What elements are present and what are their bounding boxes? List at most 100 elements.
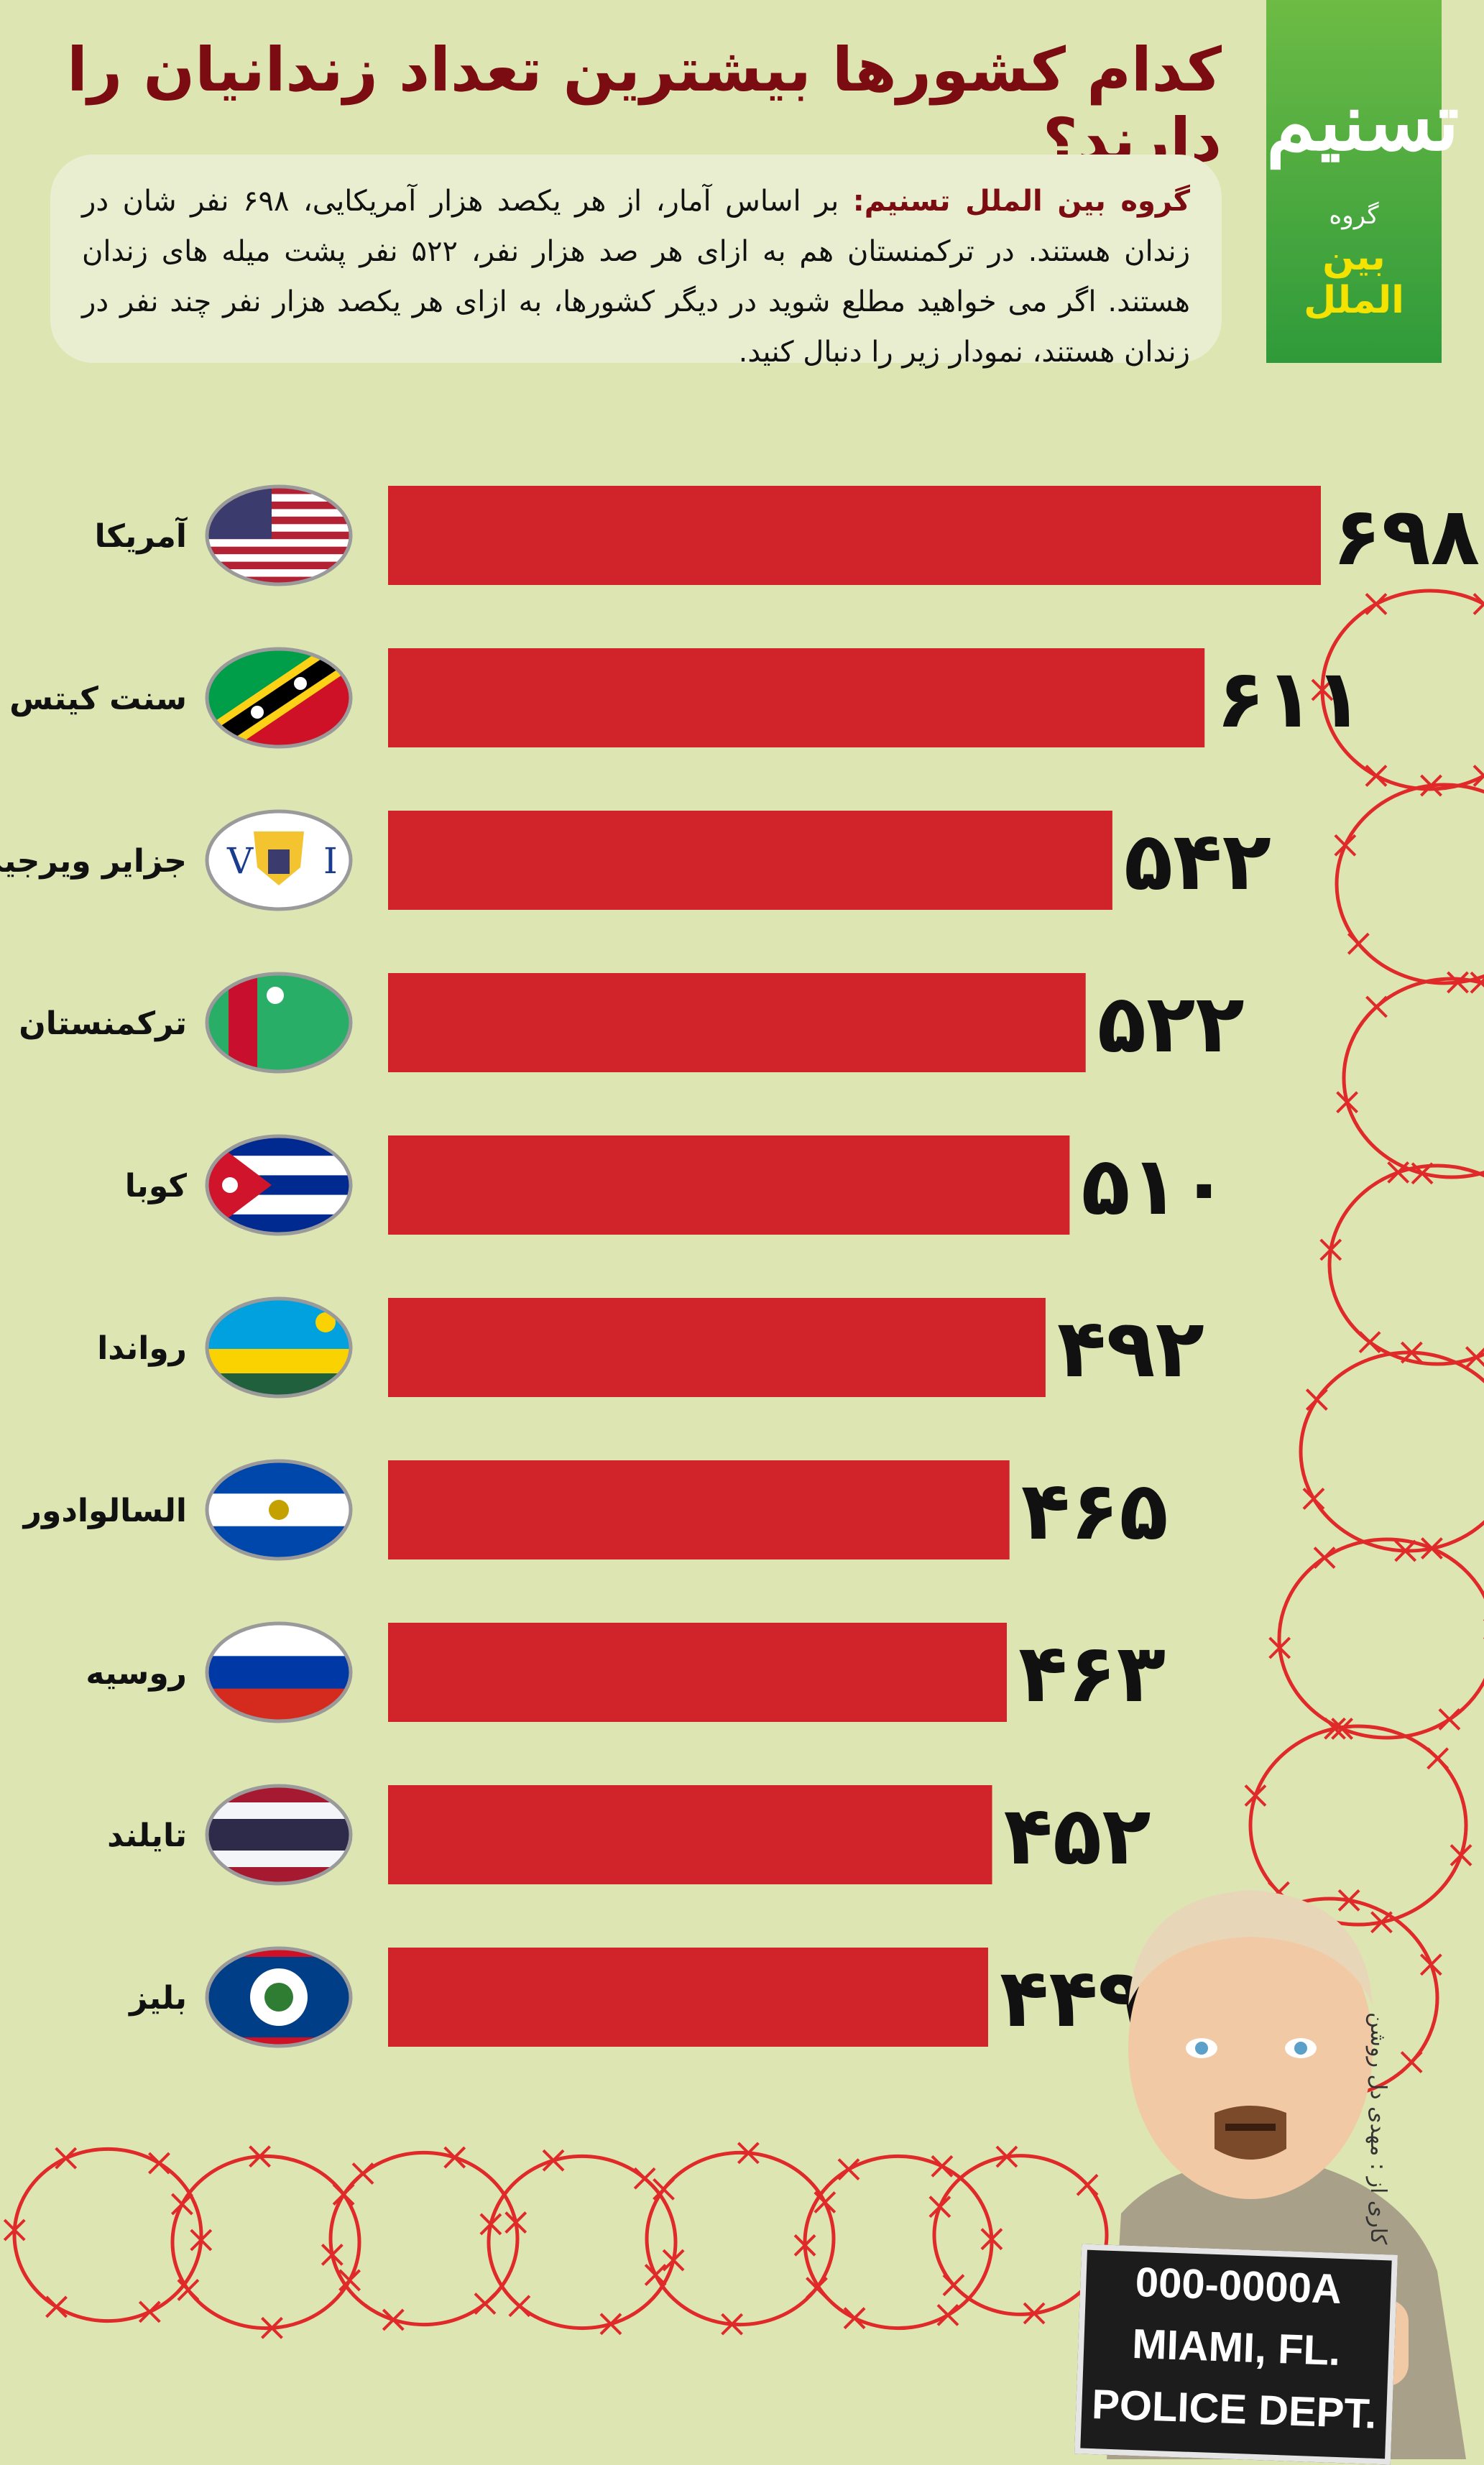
wire-barb [662,2249,685,2272]
wire-barb [177,2279,200,2301]
wire-loop-11 [487,2154,678,2331]
author-credit: کاری از : مهدی دل روشن [1365,2012,1391,2245]
wire-barb [1427,1747,1450,1770]
value-label-6: ۴۶۵ [1021,1465,1169,1558]
wire-loop-8 [12,2147,203,2323]
wire-barb [793,2234,816,2257]
wire-barb [1023,2302,1046,2325]
wire-barb [1358,1331,1381,1354]
value-label-7: ۴۶۳ [1018,1627,1166,1720]
wire-barb [1347,932,1370,955]
bar-chart: ۶۹۸ ۶۱۱ ۵۴۲ ۵۲۲ ۵۱۰ ۴۹۲ ۴۶۵ ۴۶۳ ۴۵۲ ۴۴۹ [388,486,1480,2047]
wire-loop-10 [328,2150,520,2327]
wire-barb [249,2145,271,2168]
bar-9 [388,1948,988,2047]
belize-flag-icon [205,1946,353,2048]
category-label-6: السالوادور [22,1493,187,1529]
thailand-flag-icon [205,1784,353,1886]
wire-barb [644,2264,667,2286]
bar-7 [388,1623,1007,1722]
cuba-flag-icon [205,1134,353,1236]
wire-barb [1337,1889,1360,1912]
wire-barb [653,2178,675,2201]
logo-department: بین الملل [1304,236,1404,322]
wire-barb [928,2196,951,2218]
wire-barb [190,2229,213,2252]
bar-5 [388,1298,1046,1397]
svg-text:V: V [226,840,254,882]
wire-loop-5 [1277,1537,1484,1740]
value-label-9: ۴۴۹ [1000,1952,1147,2045]
saint-kitts-flag-icon [205,647,353,749]
bar-2 [388,811,1112,910]
wire-barb [338,2269,361,2292]
wire-barb [995,2145,1018,2168]
barbed-wire-decoration [3,589,1484,2339]
wire-barb [3,2218,26,2241]
wire-barb [1268,1636,1291,1659]
wire-barb [351,2162,374,2185]
category-label-0: آمریکا [95,516,188,555]
wire-barb [1470,971,1484,994]
value-label-1: ۶۱۱ [1216,653,1363,746]
el-salvador-flag-icon [205,1459,353,1561]
wire-barb [1313,1547,1336,1569]
wire-loop-12 [645,2150,836,2327]
wire-barb [1400,2051,1423,2073]
wire-barb [1387,1161,1410,1184]
wire-barb [148,2152,170,2175]
wire-barb [1394,1539,1417,1562]
wire-barb [382,2308,405,2331]
wire-barb [55,2147,78,2170]
wire-loop-2 [1342,977,1484,1179]
turkmenistan-flag-icon [205,972,353,1074]
wire-barb [321,2244,344,2266]
wire-barb [843,2307,866,2330]
board-line-2: MIAMI, FL. [1131,2320,1342,2375]
value-label-8: ۴۵۲ [1004,1789,1151,1883]
wire-barb [1305,1388,1328,1411]
intro-lead: گروه بین الملل تسنیم: [852,185,1191,218]
bar-4 [388,1135,1070,1235]
wire-barb [1421,1537,1443,1559]
wire-barb [633,2167,656,2190]
wire-barb [1365,995,1388,1018]
logo-group-label: گروه [1329,201,1379,230]
bar-3 [388,973,1086,1072]
category-label-1: سنت کیتس [9,681,187,717]
wire-barb [721,2313,744,2336]
wire-barb [45,2295,68,2318]
wire-barb [1365,765,1388,787]
value-label-5: ۴۹۲ [1057,1302,1204,1396]
value-label-2: ۵۴۲ [1124,815,1271,908]
wire-barb [837,2158,860,2181]
wire-barb [737,2142,760,2165]
board-line-3: POLICE DEPT. [1091,2381,1378,2438]
wire-barb [542,2149,565,2172]
wire-barb [1076,2173,1099,2196]
wire-barb [443,2146,466,2169]
bar-0 [388,486,1321,585]
wire-barb [1334,834,1357,857]
value-label-4: ۵۱۰ [1081,1140,1228,1233]
usa-flag-icon [205,484,353,586]
category-label-5: رواندا [97,1330,187,1367]
bar-8 [388,1785,992,1884]
wire-barb [1319,1238,1342,1261]
wire-barb [1302,1488,1325,1510]
bar-1 [388,648,1205,747]
category-label-2: جزایر ویرجین [0,843,187,880]
wire-barb [1365,593,1388,615]
wire-barb [1465,1346,1484,1369]
category-label-8: تایلند [107,1817,187,1854]
wire-barb [474,2293,497,2315]
wire-barb [138,2300,161,2323]
wire-barb [1420,774,1442,797]
wire-barb [1438,1708,1461,1731]
wire-barb [1450,1844,1473,1866]
category-label-9: بلیز [128,1980,187,2017]
intro-text: بر اساس آمار، از هر یکصد هزار آمریکایی، … [82,185,1191,369]
